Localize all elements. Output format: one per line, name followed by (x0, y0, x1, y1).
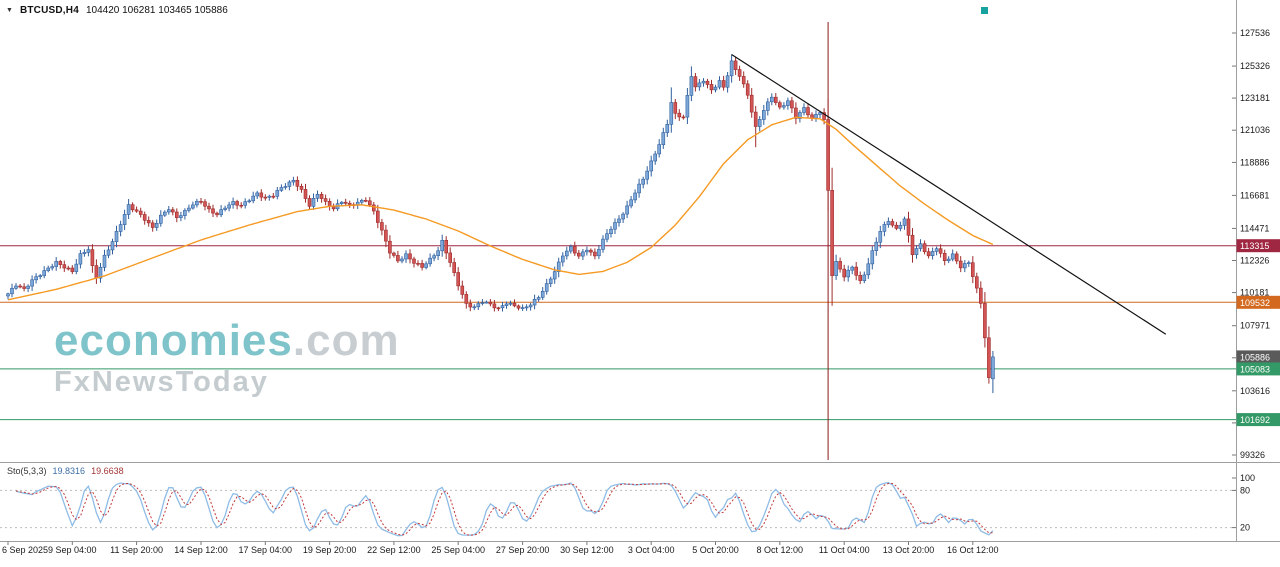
svg-text:127536: 127536 (1240, 28, 1270, 38)
svg-text:118886: 118886 (1240, 157, 1269, 167)
svg-text:107971: 107971 (1240, 321, 1270, 331)
svg-text:11 Oct 04:00: 11 Oct 04:00 (819, 545, 870, 555)
time-axis: 6 Sep 2025 9 Sep 04:00 11 Sep 20:00 14 Sep … (2, 541, 999, 555)
symbol-label: BTCUSD,H4 (19, 5, 79, 16)
stochastic-d-value: 19.6638 (91, 466, 124, 476)
ohlc-values: 104420 106281 103465 105886 (85, 5, 228, 16)
price-axis-background (1237, 0, 1280, 567)
trendline (731, 53, 1167, 335)
svg-text:100: 100 (1240, 473, 1255, 483)
svg-text:8 Oct 12:00: 8 Oct 12:00 (757, 545, 804, 555)
svg-text:112326: 112326 (1240, 256, 1269, 266)
panel-separators (0, 0, 1280, 542)
svg-text:27 Sep 20:00: 27 Sep 20:00 (496, 545, 550, 555)
symbol-dropdown-icon[interactable]: ▼ (6, 7, 13, 14)
svg-text:109532: 109532 (1240, 298, 1270, 308)
svg-text:80: 80 (1240, 485, 1250, 495)
svg-text:14 Sep 12:00: 14 Sep 12:00 (174, 545, 228, 555)
svg-text:114471: 114471 (1240, 223, 1269, 233)
svg-text:3 Oct 04:00: 3 Oct 04:00 (628, 545, 675, 555)
svg-text:17 Sep 04:00: 17 Sep 04:00 (239, 545, 293, 555)
watermark: economies.com FxNewsToday (54, 316, 400, 399)
svg-text:20: 20 (1240, 523, 1250, 533)
stochastic-indicator-name: Sto(5,3,3) (7, 466, 47, 476)
symbol-title: ▼ BTCUSD,H4 104420 106281 103465 105886 (6, 5, 228, 16)
svg-text:99326: 99326 (1240, 450, 1265, 460)
svg-text:19 Sep 20:00: 19 Sep 20:00 (303, 545, 357, 555)
svg-text:30 Sep 12:00: 30 Sep 12:00 (560, 545, 614, 555)
svg-text:11 Sep 20:00: 11 Sep 20:00 (110, 545, 163, 555)
svg-text:22 Sep 12:00: 22 Sep 12:00 (367, 545, 421, 555)
moving-average-line (7, 116, 994, 301)
stochastic-panel (0, 481, 1236, 537)
svg-text:125326: 125326 (1240, 61, 1270, 71)
watermark-tagline: FxNewsToday (54, 366, 269, 399)
horizontal-lines (0, 245, 1236, 421)
svg-text:6 Sep 2025: 6 Sep 2025 (2, 545, 48, 555)
svg-text:123181: 123181 (1240, 93, 1270, 103)
candlesticks (6, 54, 995, 394)
svg-text:25 Sep 04:00: 25 Sep 04:00 (431, 545, 485, 555)
svg-text:113315: 113315 (1240, 241, 1269, 251)
svg-text:105886: 105886 (1240, 352, 1270, 362)
watermark-brand: economies (54, 316, 293, 365)
svg-text:121036: 121036 (1240, 125, 1270, 135)
svg-text:13 Oct 20:00: 13 Oct 20:00 (883, 545, 935, 555)
svg-text:105083: 105083 (1240, 364, 1270, 374)
watermark-suffix: .com (292, 316, 400, 365)
stochastic-k-value: 19.8316 (52, 466, 86, 476)
chart-shift-marker[interactable] (981, 7, 988, 14)
svg-text:110181: 110181 (1240, 288, 1269, 298)
svg-text:101692: 101692 (1240, 415, 1270, 425)
stochastic-label: Sto(5,3,3) 19.8316 19.6638 (7, 466, 124, 476)
watermark-brand-line: economies.com (54, 316, 400, 365)
svg-text:5 Oct 20:00: 5 Oct 20:00 (692, 545, 739, 555)
price-badges: 105886 113315 109532 105083 101692 (1236, 239, 1280, 427)
svg-text:9 Sep 04:00: 9 Sep 04:00 (48, 545, 97, 555)
svg-text:116681: 116681 (1240, 190, 1269, 200)
svg-text:103616: 103616 (1240, 386, 1270, 396)
svg-text:16 Oct 12:00: 16 Oct 12:00 (947, 545, 999, 555)
